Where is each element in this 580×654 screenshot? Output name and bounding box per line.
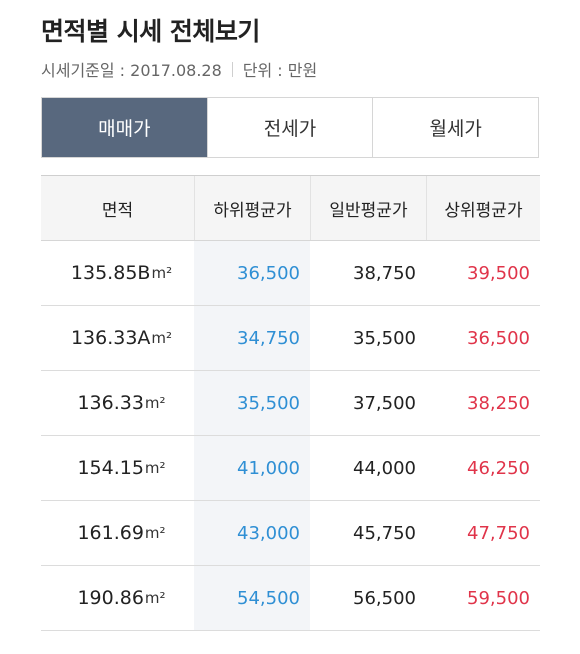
area-value: 190.86 [77,587,144,609]
area-cell: 161.69 m² [41,501,194,565]
table-row: 161.69 m² 43,000 45,750 47,750 [41,501,540,566]
low-avg-value: 35,500 [194,371,310,435]
area-unit: m² [151,264,173,282]
meta-divider [231,61,233,77]
mid-avg-value: 37,500 [310,371,426,435]
header-low-avg: 하위평균가 [194,176,310,240]
unit-label: 단위 : 만원 [242,61,318,80]
low-avg-value: 54,500 [194,566,310,630]
header-mid-avg: 일반평균가 [310,176,426,240]
tab-jeonse[interactable]: 전세가 [206,98,373,157]
table-row: 136.33A m² 34,750 35,500 36,500 [41,306,540,371]
area-unit: m² [144,394,166,412]
low-avg-value: 41,000 [194,436,310,500]
price-table: 면적 하위평균가 일반평균가 상위평균가 135.85B m² 36,500 38… [41,175,540,631]
area-value: 136.33 [77,392,144,414]
table-row: 136.33 m² 35,500 37,500 38,250 [41,371,540,436]
high-avg-value: 46,250 [467,457,530,479]
area-unit: m² [144,589,166,607]
header-high-avg: 상위평균가 [426,176,540,240]
header-area: 면적 [101,200,134,221]
page-title: 면적별 시세 전체보기 [41,17,260,46]
area-cell: 136.33A m² [41,306,194,370]
mid-avg-value: 45,750 [310,501,426,565]
area-unit: m² [151,329,173,347]
low-avg-value: 43,000 [194,501,310,565]
base-date: 시세기준일 : 2017.08.28 [41,61,222,80]
area-value: 136.33A [70,327,151,349]
area-cell: 190.86 m² [41,566,194,630]
table-row: 190.86 m² 54,500 56,500 59,500 [41,566,540,631]
high-avg-value: 59,500 [467,587,530,609]
table-header-row: 면적 하위평균가 일반평균가 상위평균가 [41,176,540,241]
high-avg-value: 36,500 [467,327,530,349]
tab-sale[interactable]: 매매가 [42,98,207,157]
mid-avg-value: 35,500 [310,306,426,370]
area-unit: m² [144,459,166,477]
area-value: 154.15 [77,457,144,479]
high-avg-value: 39,500 [467,262,530,284]
table-row: 154.15 m² 41,000 44,000 46,250 [41,436,540,501]
low-avg-value: 34,750 [194,306,310,370]
area-cell: 136.33 m² [41,371,194,435]
area-unit: m² [144,524,166,542]
high-avg-value: 47,750 [467,522,530,544]
mid-avg-value: 56,500 [310,566,426,630]
high-avg-value: 38,250 [467,392,530,414]
mid-avg-value: 44,000 [310,436,426,500]
price-type-tabs: 매매가 전세가 월세가 [41,97,539,158]
tab-monthly-rent[interactable]: 월세가 [372,98,539,157]
area-value: 135.85B [70,262,151,284]
mid-avg-value: 38,750 [310,241,426,305]
meta-info: 시세기준일 : 2017.08.28 단위 : 만원 [41,58,317,80]
table-row: 135.85B m² 36,500 38,750 39,500 [41,241,540,306]
area-cell: 135.85B m² [41,241,194,305]
area-value: 161.69 [77,522,144,544]
low-avg-value: 36,500 [194,241,310,305]
area-cell: 154.15 m² [41,436,194,500]
